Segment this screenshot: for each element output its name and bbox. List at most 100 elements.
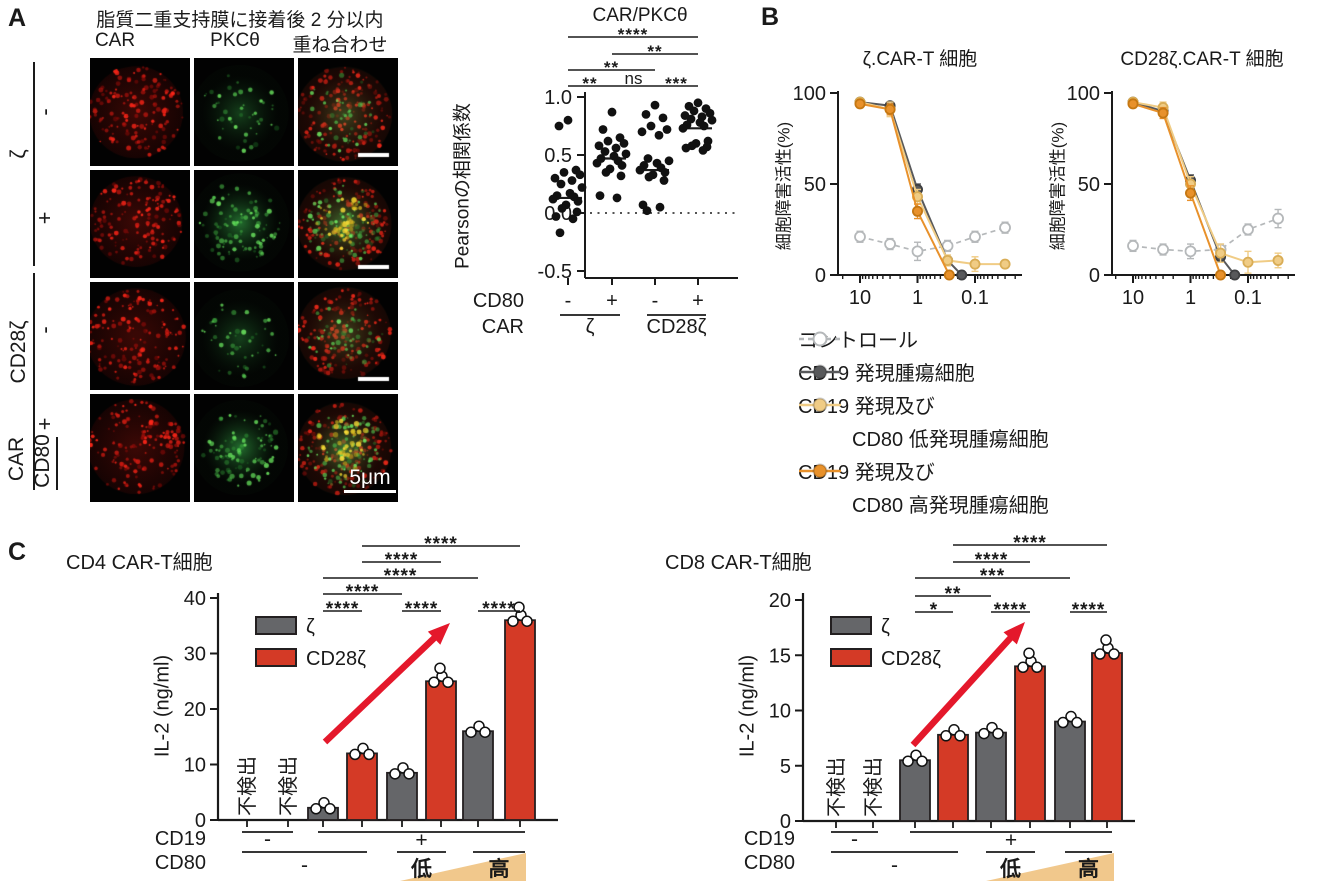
legend-label: CD80 高発現腫瘍細胞 xyxy=(852,495,1049,517)
svg-text:CD80: CD80 xyxy=(744,852,795,874)
legend-item: CD19 発現及び xyxy=(798,388,1313,421)
row-cd80-plus-2: + xyxy=(32,417,57,431)
data-point xyxy=(655,202,665,212)
data-point xyxy=(616,171,626,181)
data-point xyxy=(635,165,645,175)
data-point xyxy=(1127,98,1139,110)
cd28zeta-swatch xyxy=(255,648,297,667)
cd28zeta-swatch xyxy=(830,648,872,667)
significance-bars: ******************** **** **** xyxy=(323,534,520,620)
legend-item-cont: CD80 高発現腫瘍細胞 xyxy=(798,487,1313,520)
x-tick-label: 10 xyxy=(1122,287,1144,309)
data-point xyxy=(1017,661,1029,674)
not-detected-label: 不検出 xyxy=(862,757,885,817)
micrograph-row4-col1 xyxy=(90,394,190,502)
cd4-legend-item-zeta: ζ xyxy=(255,616,315,639)
series-cd19_cd80_high xyxy=(854,98,955,281)
data-point xyxy=(389,768,401,780)
data-point xyxy=(650,100,660,110)
bar xyxy=(504,619,536,821)
row-cd80-minus: - xyxy=(32,108,57,116)
y-tick-label: 40 xyxy=(184,588,206,610)
sig-label: *** xyxy=(980,566,1005,587)
micrograph-row3-col2 xyxy=(194,282,294,390)
data-point xyxy=(698,145,708,155)
sig-label: **** xyxy=(385,550,419,571)
sig-label: * xyxy=(930,600,938,621)
bracket-zeta xyxy=(33,62,35,266)
bar xyxy=(386,771,418,821)
not-detected-label: 不検出 xyxy=(277,756,300,816)
row-group-label-zeta: ζ xyxy=(7,149,30,159)
bracket-cd28zeta xyxy=(33,273,35,490)
data-point xyxy=(603,136,613,146)
micrograph-row2-col2 xyxy=(194,170,294,278)
data-point xyxy=(999,221,1011,234)
data-point xyxy=(954,730,966,742)
micrograph-row4-col2 xyxy=(194,394,294,502)
panel-c-label: C xyxy=(8,538,27,566)
scatter-plot: 1.00.50.0-0.5**********ns***CD80-+-+CARζ… xyxy=(473,25,738,338)
line-chart-cd28: 0 50 100 10 1 0.1 xyxy=(1067,83,1295,309)
bar xyxy=(1054,720,1086,822)
data-point xyxy=(601,168,611,177)
x-tick-label: 1 xyxy=(1185,287,1196,309)
legend-marker-icon xyxy=(799,463,841,478)
trend-arrow xyxy=(322,623,450,745)
data-point xyxy=(507,615,519,627)
data-point xyxy=(568,214,578,224)
legend-marker-icon xyxy=(799,331,841,346)
y-tick-label: 100 xyxy=(1067,83,1100,105)
data-point xyxy=(992,727,1004,740)
data-point xyxy=(617,161,627,170)
data-point xyxy=(1272,212,1284,225)
column-header-merge: 重ね合わせ xyxy=(292,35,388,56)
data-point xyxy=(310,803,322,815)
series-cd19_cd80_high xyxy=(1127,98,1227,281)
svg-text:低: 低 xyxy=(999,857,1021,881)
data-point xyxy=(324,803,336,815)
micrograph-row1-col2 xyxy=(194,58,294,166)
svg-text:CD80: CD80 xyxy=(155,852,206,874)
data-point xyxy=(555,228,565,238)
data-point xyxy=(434,662,446,674)
svg-text:CD28ζ: CD28ζ xyxy=(647,316,707,338)
data-point xyxy=(612,193,622,203)
svg-text:高: 高 xyxy=(1078,857,1099,881)
svg-text:ζ: ζ xyxy=(586,316,595,338)
data-point xyxy=(428,676,440,688)
data-point xyxy=(619,139,629,148)
bar xyxy=(975,731,1007,822)
series-control xyxy=(854,221,1011,262)
data-point xyxy=(567,176,577,185)
sig-label: **** xyxy=(482,599,516,620)
data-point xyxy=(902,755,914,767)
axes: 0 50 100 10 1 0.1 xyxy=(1067,83,1295,309)
bar xyxy=(1091,652,1123,822)
y-tick-label: 0 xyxy=(780,811,791,833)
data-point xyxy=(693,98,703,108)
svg-text:CD19: CD19 xyxy=(744,828,795,850)
zeta-legend-label: ζ xyxy=(306,616,315,638)
data-point xyxy=(465,726,477,738)
data-point xyxy=(1242,223,1254,236)
data-point xyxy=(643,154,653,163)
data-point xyxy=(1229,269,1241,281)
data-point xyxy=(969,258,981,270)
legend-marker-icon xyxy=(799,397,841,412)
data-point xyxy=(557,203,567,213)
legend-item: コントロール xyxy=(798,322,1313,355)
y-tick-label: 30 xyxy=(184,644,206,666)
data-point xyxy=(1057,716,1069,729)
data-point xyxy=(940,730,952,742)
bar xyxy=(1014,665,1046,822)
zeta-swatch xyxy=(255,616,297,635)
data-point xyxy=(563,115,573,125)
data-point xyxy=(1108,648,1120,660)
sig-label: *** xyxy=(665,74,688,93)
zeta-swatch xyxy=(830,616,872,635)
data-point xyxy=(943,269,955,281)
data-point xyxy=(595,191,605,201)
data-point xyxy=(681,143,691,153)
